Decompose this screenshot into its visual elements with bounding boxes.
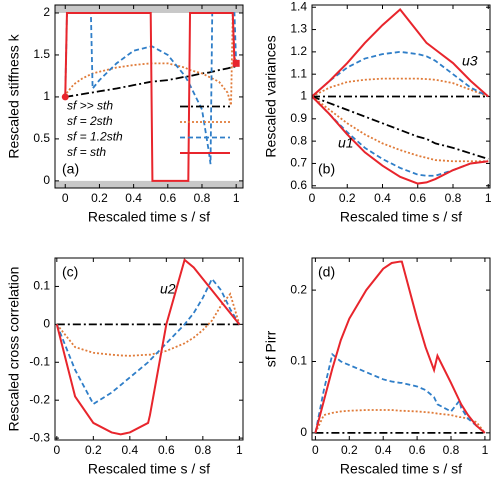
plot-area xyxy=(314,260,486,434)
y-tick-label: -0.1 xyxy=(29,354,50,368)
y-tick-label: 0.7 xyxy=(290,156,307,170)
y-tick-label: 1.3 xyxy=(290,22,307,36)
y-axis-label: Rescaled cross correlation xyxy=(6,267,22,432)
series-line xyxy=(64,11,237,182)
start-marker xyxy=(61,93,69,101)
y-axis-label: Rescaled variances xyxy=(263,35,279,157)
x-tick-label: 0 xyxy=(53,443,60,457)
x-tick-label: 0.8 xyxy=(443,443,460,457)
annotation: (c) xyxy=(62,264,78,280)
legend-label: sf = sth xyxy=(67,145,106,159)
y-tick-label: 0.2 xyxy=(290,282,307,296)
x-tick-label: 0 xyxy=(312,443,319,457)
series-line xyxy=(312,95,489,185)
y-axis-label: sf Pirr xyxy=(263,330,279,367)
x-tick-label: 0.6 xyxy=(409,191,426,205)
series-line xyxy=(314,409,486,434)
x-tick-label: 0.4 xyxy=(375,443,392,457)
series-line xyxy=(312,95,489,160)
y-tick-label: 0.5 xyxy=(33,131,50,145)
series-line xyxy=(65,65,237,98)
series-line xyxy=(312,8,489,98)
x-tick-label: 0.4 xyxy=(121,443,138,457)
annotation: u1 xyxy=(338,135,354,151)
y-tick-label: 1 xyxy=(43,89,50,103)
y-tick-label: 1.5 xyxy=(33,47,50,61)
y-tick-label: 0.9 xyxy=(290,111,307,125)
x-tick-label: 1 xyxy=(485,191,492,205)
x-tick-label: 0.2 xyxy=(339,191,356,205)
x-axis-label: Rescaled time s / sf xyxy=(340,209,462,225)
x-tick-label: 0.8 xyxy=(194,191,211,205)
shade-band xyxy=(55,5,243,13)
series-line xyxy=(314,352,486,434)
y-tick-label: 0.1 xyxy=(33,279,50,293)
legend-label: sf = 2sth xyxy=(67,114,113,128)
series-line xyxy=(64,12,238,106)
annotation: u2 xyxy=(160,281,176,297)
y-tick-label: 0.6 xyxy=(290,178,307,192)
legend-label: sf >> sth xyxy=(67,99,113,113)
x-tick-label: 0.2 xyxy=(91,191,108,205)
y-tick-label: -0.2 xyxy=(29,392,50,406)
y-tick-label: 0.8 xyxy=(290,133,307,147)
series-line xyxy=(312,77,489,98)
x-axis-label: Rescaled time s / sf xyxy=(88,461,210,477)
end-marker xyxy=(232,59,240,67)
y-tick-label: 1.4 xyxy=(290,0,307,13)
frame xyxy=(311,4,491,189)
y-tick-label: 0 xyxy=(300,425,307,439)
series-line xyxy=(314,260,486,434)
x-tick-label: 0 xyxy=(62,191,69,205)
annotation: (d) xyxy=(318,264,335,280)
x-tick-label: 0.8 xyxy=(195,443,212,457)
shade-band xyxy=(55,180,243,188)
series-line xyxy=(55,277,241,406)
legend-label: sf = 1.2sth xyxy=(67,130,123,144)
y-tick-label: 1.1 xyxy=(290,66,307,80)
y-tick-label: 1 xyxy=(300,89,307,103)
y-tick-label: 0.1 xyxy=(290,354,307,368)
y-tick-label: 0 xyxy=(43,173,50,187)
y-tick-label: 0 xyxy=(43,317,50,331)
x-tick-label: 1 xyxy=(233,191,240,205)
x-tick-label: 0.6 xyxy=(159,191,176,205)
x-tick-label: 0.6 xyxy=(409,443,426,457)
x-tick-label: 0.4 xyxy=(374,191,391,205)
y-tick-label: -0.3 xyxy=(29,430,50,444)
y-tick-label: 2 xyxy=(43,5,50,19)
annotation: (a) xyxy=(62,161,79,177)
x-tick-label: 0 xyxy=(309,191,316,205)
x-tick-label: 0.2 xyxy=(341,443,358,457)
x-tick-label: 0.4 xyxy=(125,191,142,205)
series-line xyxy=(312,50,489,98)
x-axis-label: Rescaled time s / sf xyxy=(340,461,462,477)
plot-area xyxy=(312,8,489,185)
frame xyxy=(54,257,244,441)
x-tick-label: 0.2 xyxy=(85,443,102,457)
frame xyxy=(54,4,244,189)
x-tick-label: 0.8 xyxy=(445,191,462,205)
frame xyxy=(311,257,491,441)
series-line xyxy=(312,95,489,163)
annotation: (b) xyxy=(318,161,335,177)
annotation: u3 xyxy=(462,53,478,69)
x-tick-label: 0.6 xyxy=(158,443,175,457)
series-line xyxy=(55,258,241,436)
plot-area xyxy=(55,258,241,436)
plot-area xyxy=(64,11,238,182)
x-axis-label: Rescaled time s / sf xyxy=(88,209,210,225)
y-tick-label: 1.2 xyxy=(290,44,307,58)
x-tick-label: 1 xyxy=(236,443,243,457)
x-tick-label: 1 xyxy=(482,443,489,457)
y-axis-label: Rescaled stiffness k xyxy=(6,33,22,158)
